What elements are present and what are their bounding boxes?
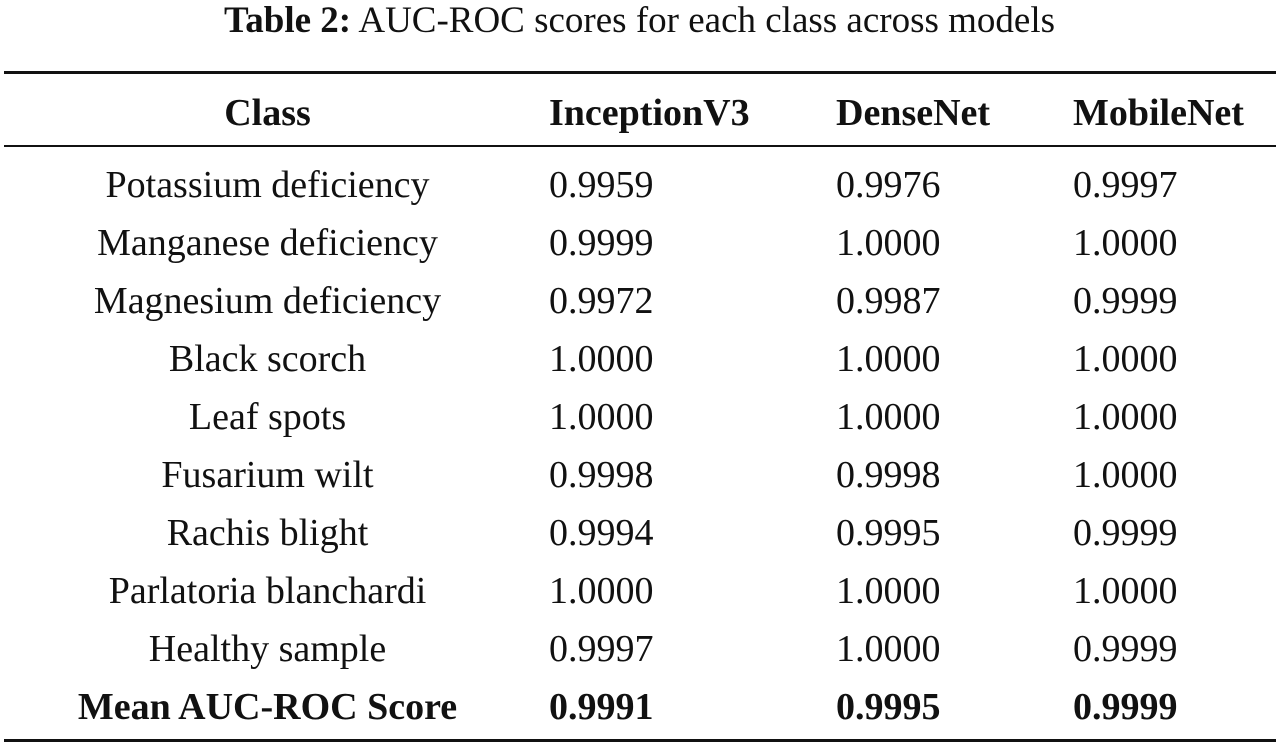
table-row: Manganese deficiency 0.9999 1.0000 1.000… — [0, 214, 1279, 272]
inceptionv3-score-cell: 0.9999 — [549, 222, 654, 264]
table-caption-text: AUC-ROC scores for each class across mod… — [358, 0, 1056, 41]
table-header-rule — [4, 145, 1276, 147]
inceptionv3-score-cell: 0.9972 — [549, 280, 654, 322]
mobilenet-score-cell: 1.0000 — [1073, 338, 1178, 380]
densenet-score-cell: 1.0000 — [836, 396, 941, 438]
mean-score-row: Mean AUC-ROC Score 0.9991 0.9995 0.9999 — [0, 678, 1279, 736]
table-row: Potassium deficiency 0.9959 0.9976 0.999… — [0, 156, 1279, 214]
mobilenet-score-cell: 0.9999 — [1073, 280, 1178, 322]
table-row: Black scorch 1.0000 1.0000 1.0000 — [0, 330, 1279, 388]
table-caption-label: Table 2: — [223, 0, 352, 41]
table-top-rule — [4, 71, 1276, 74]
inceptionv3-score-cell: 1.0000 — [549, 338, 654, 380]
column-header-class: Class — [224, 92, 311, 134]
table-row: Magnesium deficiency 0.9972 0.9987 0.999… — [0, 272, 1279, 330]
mean-score-label: Mean AUC-ROC Score — [77, 686, 458, 728]
table-row: Fusarium wilt 0.9998 0.9998 1.0000 — [0, 446, 1279, 504]
mobilenet-score-cell: 0.9999 — [1073, 512, 1178, 554]
densenet-score-cell: 1.0000 — [836, 338, 941, 380]
table-row: Parlatoria blanchardi 1.0000 1.0000 1.00… — [0, 562, 1279, 620]
class-name-cell: Fusarium wilt — [161, 454, 374, 496]
inceptionv3-score-cell: 0.9997 — [549, 628, 654, 670]
table-row: Rachis blight 0.9994 0.9995 0.9999 — [0, 504, 1279, 562]
densenet-score-cell: 1.0000 — [836, 222, 941, 264]
densenet-score-cell: 0.9998 — [836, 454, 941, 496]
column-header-mobilenet: MobileNet — [1073, 92, 1244, 134]
densenet-mean-score: 0.9995 — [836, 686, 941, 728]
class-name-cell: Potassium deficiency — [105, 164, 430, 206]
table-caption: Table 2: AUC-ROC scores for each class a… — [0, 0, 1279, 42]
column-header-inceptionv3: InceptionV3 — [549, 92, 750, 134]
class-name-cell: Black scorch — [168, 338, 367, 380]
mobilenet-score-cell: 0.9999 — [1073, 628, 1178, 670]
table-bottom-rule — [4, 739, 1276, 742]
class-name-cell: Manganese deficiency — [97, 222, 438, 264]
inceptionv3-score-cell: 1.0000 — [549, 396, 654, 438]
class-name-cell: Parlatoria blanchardi — [108, 570, 427, 612]
class-name-cell: Magnesium deficiency — [93, 280, 442, 322]
column-header-densenet: DenseNet — [836, 92, 991, 134]
mobilenet-score-cell: 1.0000 — [1073, 454, 1178, 496]
table-row: Healthy sample 0.9997 1.0000 0.9999 — [0, 620, 1279, 678]
mobilenet-score-cell: 1.0000 — [1073, 396, 1178, 438]
inceptionv3-mean-score: 0.9991 — [549, 686, 654, 728]
densenet-score-cell: 0.9976 — [836, 164, 941, 206]
inceptionv3-score-cell: 1.0000 — [549, 570, 654, 612]
inceptionv3-score-cell: 0.9998 — [549, 454, 654, 496]
mobilenet-score-cell: 1.0000 — [1073, 570, 1178, 612]
inceptionv3-score-cell: 0.9994 — [549, 512, 654, 554]
table-row: Leaf spots 1.0000 1.0000 1.0000 — [0, 388, 1279, 446]
mobilenet-score-cell: 1.0000 — [1073, 222, 1178, 264]
table-header-row: Class InceptionV3 DenseNet MobileNet — [0, 83, 1279, 143]
class-name-cell: Leaf spots — [188, 396, 347, 438]
mobilenet-mean-score: 0.9999 — [1073, 686, 1178, 728]
inceptionv3-score-cell: 0.9959 — [549, 164, 654, 206]
densenet-score-cell: 0.9987 — [836, 280, 941, 322]
densenet-score-cell: 1.0000 — [836, 570, 941, 612]
densenet-score-cell: 0.9995 — [836, 512, 941, 554]
class-name-cell: Rachis blight — [166, 512, 369, 554]
mobilenet-score-cell: 0.9997 — [1073, 164, 1178, 206]
class-name-cell: Healthy sample — [148, 628, 387, 670]
densenet-score-cell: 1.0000 — [836, 628, 941, 670]
